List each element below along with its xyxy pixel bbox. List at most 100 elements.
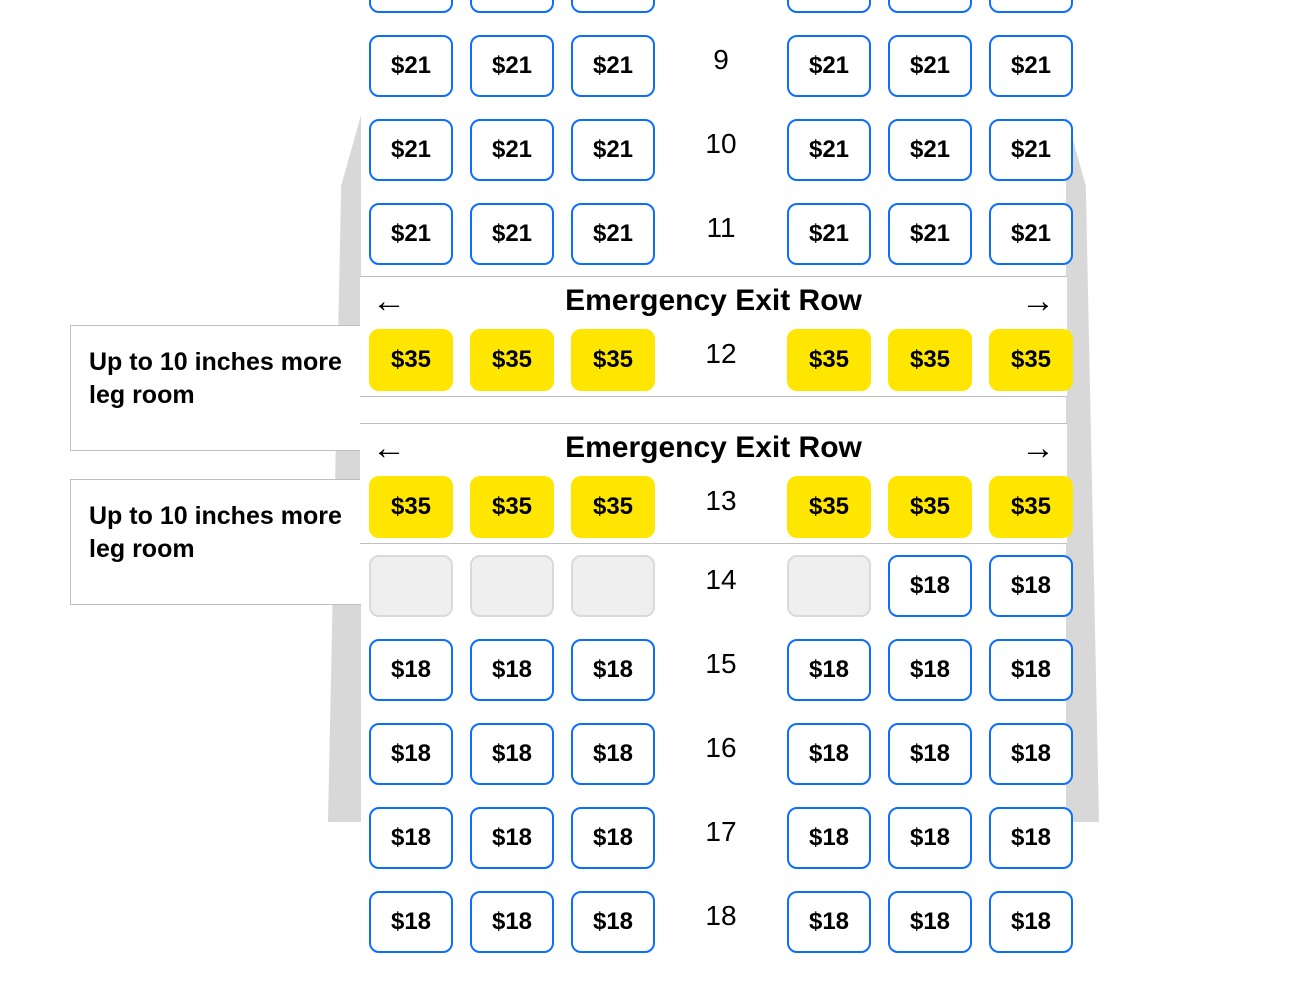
- seat-price: $35: [391, 493, 431, 521]
- seat-8D[interactable]: $21: [787, 0, 871, 13]
- seat-18E[interactable]: $18: [888, 891, 972, 953]
- seat-8C[interactable]: $21: [571, 0, 655, 13]
- seat-14A: [369, 555, 453, 617]
- seat-price: $18: [593, 740, 633, 768]
- seat-18A[interactable]: $18: [369, 891, 453, 953]
- seat-price: $35: [910, 346, 950, 374]
- row-number: 9: [655, 44, 787, 76]
- row-number: 14: [655, 564, 787, 596]
- seat-row-14: 14$18$18: [360, 544, 1067, 628]
- row-right-side: $35 $35 $35: [787, 476, 1073, 538]
- seat-8B[interactable]: $21: [470, 0, 554, 13]
- row-right-side: $18 $18 $18: [787, 723, 1073, 785]
- seat-14E[interactable]: $18: [888, 555, 972, 617]
- seat-17F[interactable]: $18: [989, 807, 1073, 869]
- seat-11D[interactable]: $21: [787, 203, 871, 265]
- seat-price: $21: [809, 220, 849, 248]
- seat-13F[interactable]: $35: [989, 476, 1073, 538]
- seat-16A[interactable]: $18: [369, 723, 453, 785]
- seat-11F[interactable]: $21: [989, 203, 1073, 265]
- seat-price: $18: [910, 824, 950, 852]
- seat-8F[interactable]: $21: [989, 0, 1073, 13]
- seat-13E[interactable]: $35: [888, 476, 972, 538]
- seat-17D[interactable]: $18: [787, 807, 871, 869]
- seat-9F[interactable]: $21: [989, 35, 1073, 97]
- seat-17A[interactable]: $18: [369, 807, 453, 869]
- seat-row-15: $18$18$1815$18$18$18: [360, 628, 1067, 712]
- seat-13C[interactable]: $35: [571, 476, 655, 538]
- seat-15E[interactable]: $18: [888, 639, 972, 701]
- seat-14F[interactable]: $18: [989, 555, 1073, 617]
- seat-16C[interactable]: $18: [571, 723, 655, 785]
- row-left-side: $21 $21 $21: [369, 35, 655, 97]
- seat-price: $21: [910, 220, 950, 248]
- legroom-callout-row-12: Up to 10 inches more leg room: [70, 325, 361, 451]
- row-number: 15: [655, 648, 787, 680]
- seat-9B[interactable]: $21: [470, 35, 554, 97]
- legroom-callout-text: Up to 10 inches more leg room: [89, 502, 342, 563]
- seat-price: $18: [593, 824, 633, 852]
- seat-13A[interactable]: $35: [369, 476, 453, 538]
- seat-11B[interactable]: $21: [470, 203, 554, 265]
- seat-price: $21: [492, 52, 532, 80]
- seat-15C[interactable]: $18: [571, 639, 655, 701]
- seat-8A[interactable]: $21: [369, 0, 453, 13]
- seat-12D[interactable]: $35: [787, 329, 871, 391]
- seat-18F[interactable]: $18: [989, 891, 1073, 953]
- seat-9D[interactable]: $21: [787, 35, 871, 97]
- seat-10B[interactable]: $21: [470, 119, 554, 181]
- seat-12C[interactable]: $35: [571, 329, 655, 391]
- seat-9C[interactable]: $21: [571, 35, 655, 97]
- row-right-side: $21 $21 $21: [787, 35, 1073, 97]
- seat-18D[interactable]: $18: [787, 891, 871, 953]
- seat-16B[interactable]: $18: [470, 723, 554, 785]
- seat-price: $35: [593, 346, 633, 374]
- seat-price: $21: [391, 136, 431, 164]
- seat-15B[interactable]: $18: [470, 639, 554, 701]
- seat-15A[interactable]: $18: [369, 639, 453, 701]
- seat-10C[interactable]: $21: [571, 119, 655, 181]
- seat-price: $21: [492, 220, 532, 248]
- seat-10D[interactable]: $21: [787, 119, 871, 181]
- seat-16F[interactable]: $18: [989, 723, 1073, 785]
- seat-10F[interactable]: $21: [989, 119, 1073, 181]
- seat-11A[interactable]: $21: [369, 203, 453, 265]
- seat-17B[interactable]: $18: [470, 807, 554, 869]
- row-left-side: $18 $18 $18: [369, 891, 655, 953]
- seat-10A[interactable]: $21: [369, 119, 453, 181]
- seat-price: $21: [492, 136, 532, 164]
- seat-price: $35: [809, 493, 849, 521]
- row-left-side: $35 $35 $35: [369, 329, 655, 391]
- seat-price: $18: [593, 908, 633, 936]
- seat-12A[interactable]: $35: [369, 329, 453, 391]
- seat-13D[interactable]: $35: [787, 476, 871, 538]
- seat-row-12: $35$35$3512$35$35$35: [360, 324, 1067, 396]
- row-right-side: $35 $35 $35: [787, 329, 1073, 391]
- seat-11E[interactable]: $21: [888, 203, 972, 265]
- seat-price: $35: [809, 346, 849, 374]
- seat-10E[interactable]: $21: [888, 119, 972, 181]
- seat-17C[interactable]: $18: [571, 807, 655, 869]
- seat-18C[interactable]: $18: [571, 891, 655, 953]
- seat-9E[interactable]: $21: [888, 35, 972, 97]
- seat-8E[interactable]: $21: [888, 0, 972, 13]
- seat-15D[interactable]: $18: [787, 639, 871, 701]
- seat-price: $18: [1011, 908, 1051, 936]
- row-left-side: $21 $21 $21: [369, 119, 655, 181]
- seat-12F[interactable]: $35: [989, 329, 1073, 391]
- seat-17E[interactable]: $18: [888, 807, 972, 869]
- seat-9A[interactable]: $21: [369, 35, 453, 97]
- seat-13B[interactable]: $35: [470, 476, 554, 538]
- seat-15F[interactable]: $18: [989, 639, 1073, 701]
- seat-18B[interactable]: $18: [470, 891, 554, 953]
- seat-price: $21: [593, 136, 633, 164]
- row-right-side: $18 $18 $18: [787, 639, 1073, 701]
- seat-11C[interactable]: $21: [571, 203, 655, 265]
- seat-price: $35: [1011, 493, 1051, 521]
- row-left-side: $18 $18 $18: [369, 807, 655, 869]
- seat-12B[interactable]: $35: [470, 329, 554, 391]
- seat-12E[interactable]: $35: [888, 329, 972, 391]
- seat-16D[interactable]: $18: [787, 723, 871, 785]
- seat-16E[interactable]: $18: [888, 723, 972, 785]
- seat-14D: [787, 555, 871, 617]
